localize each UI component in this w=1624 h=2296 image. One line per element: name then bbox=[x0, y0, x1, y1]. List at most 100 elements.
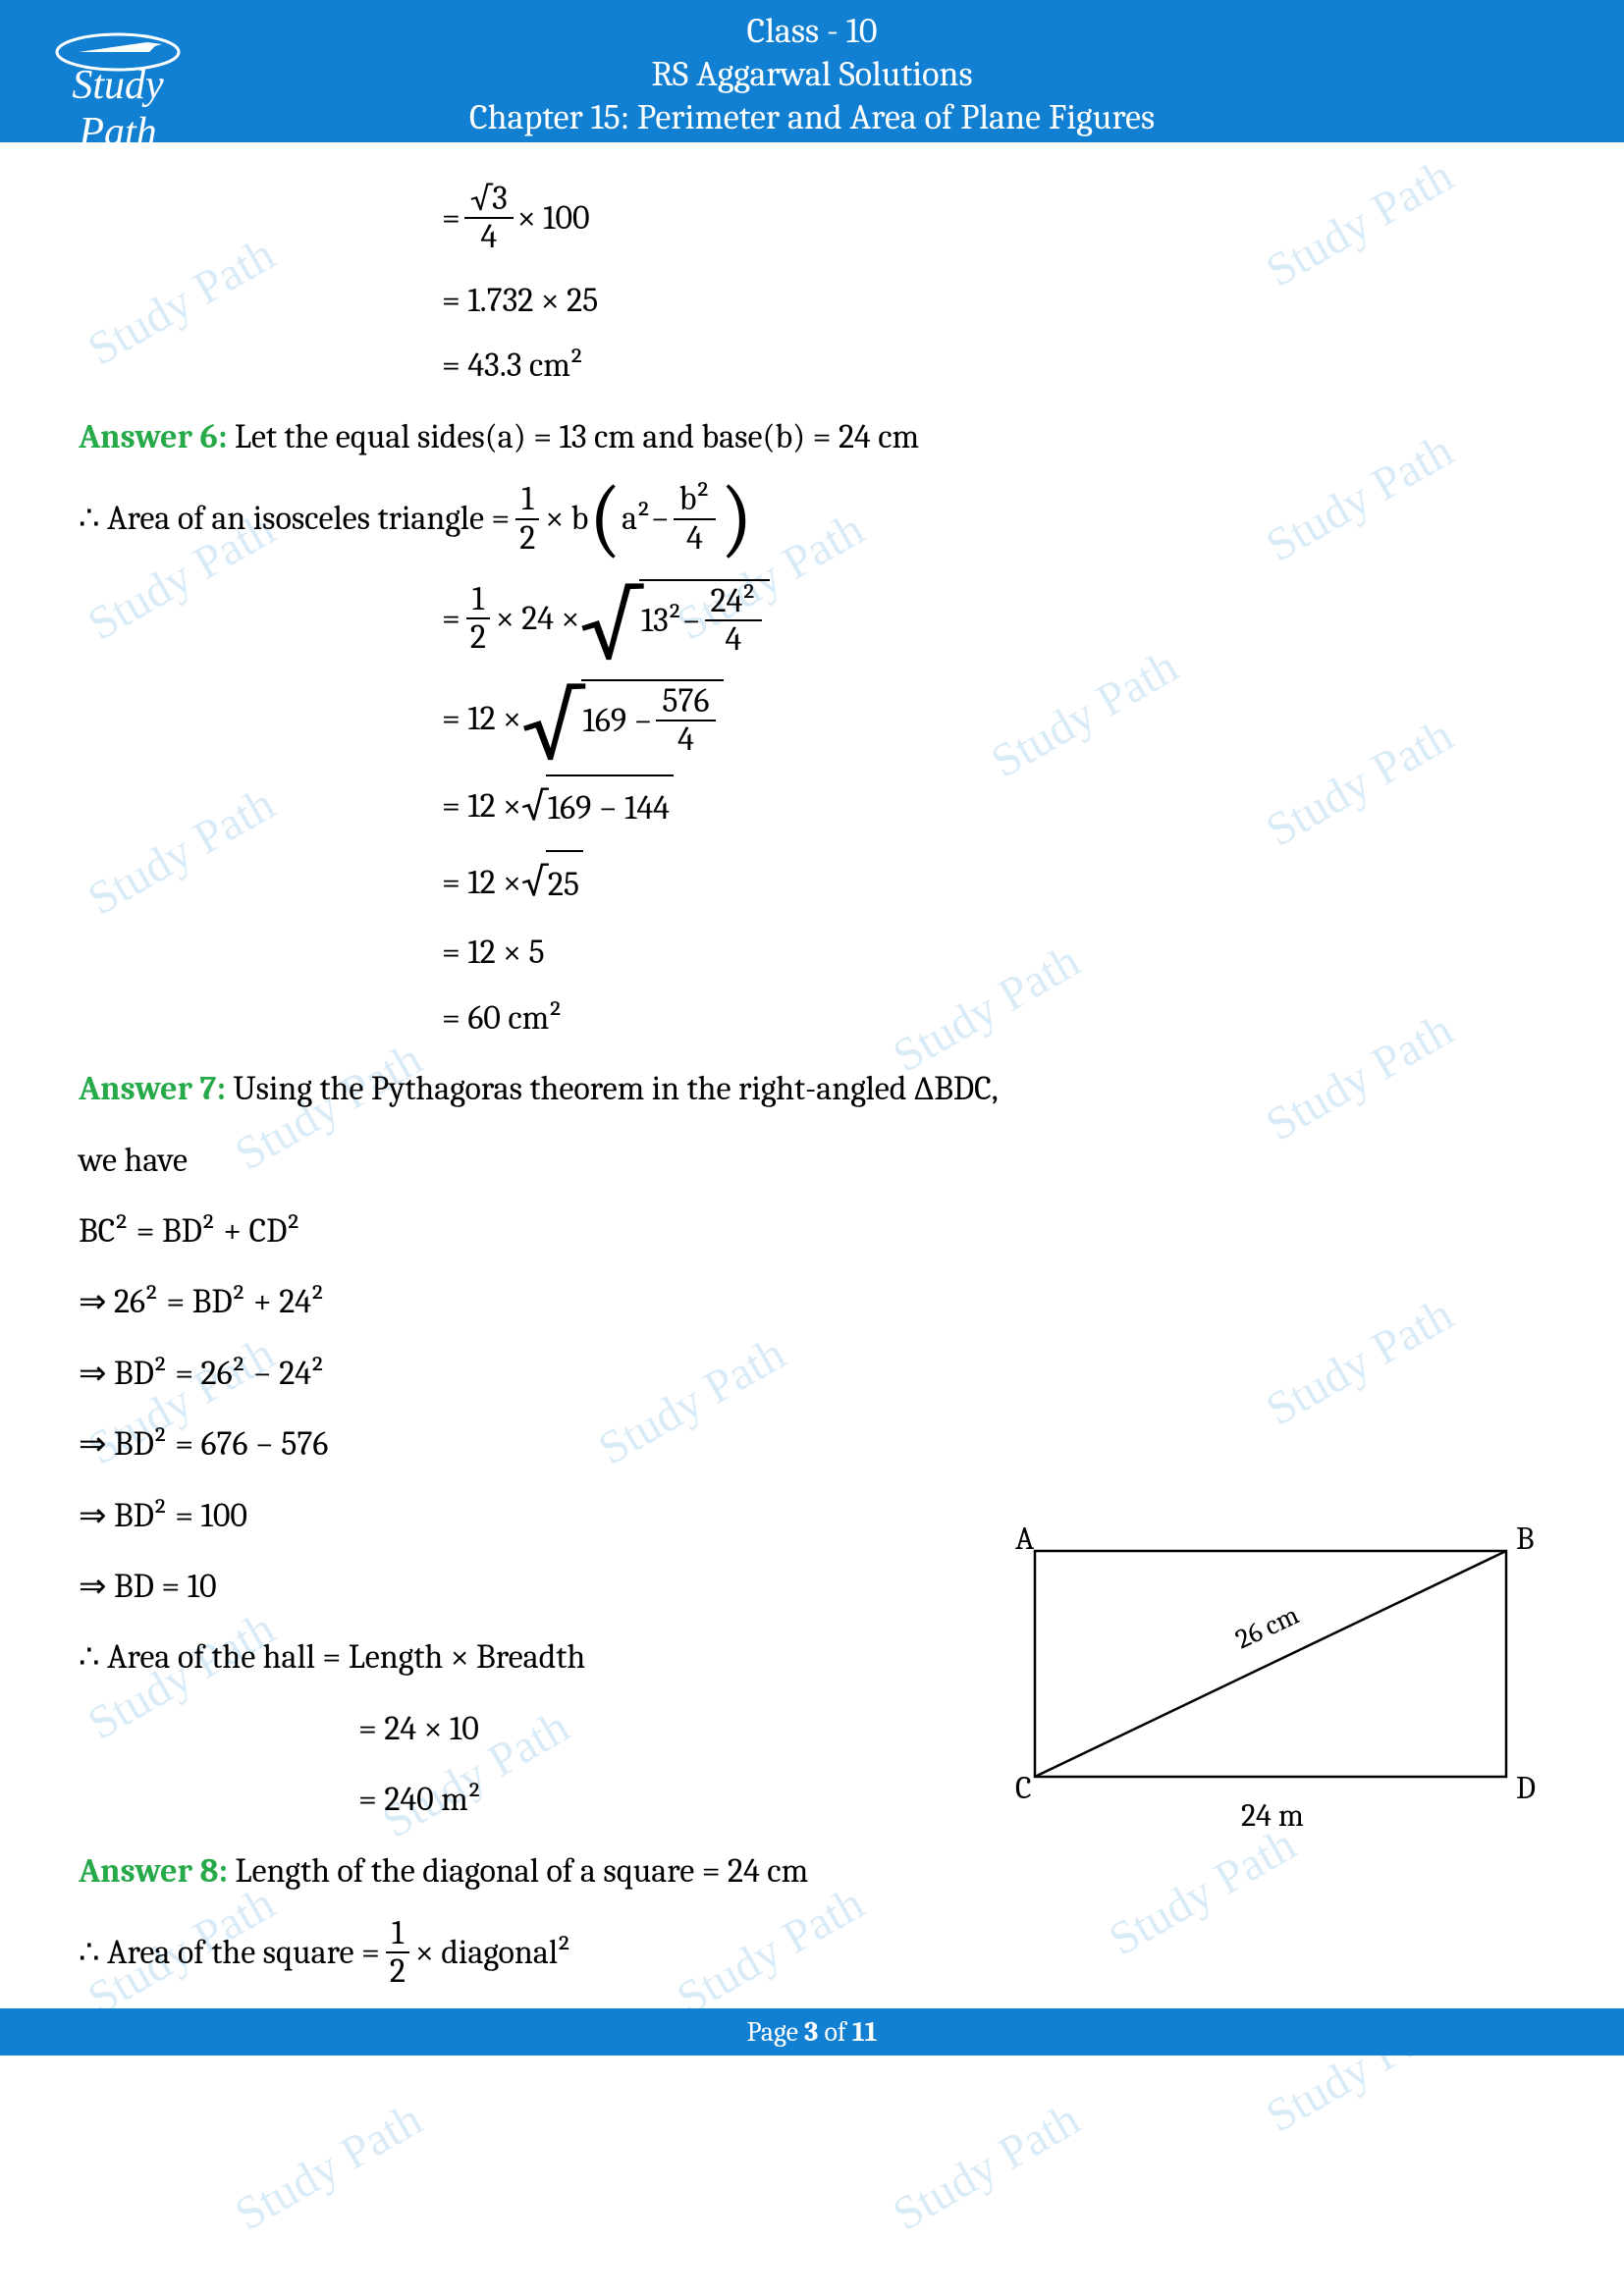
denominator: 2 bbox=[464, 619, 492, 656]
math-step: = 12 × 5 bbox=[442, 926, 1545, 979]
eq-text: − bbox=[651, 492, 670, 545]
watermark: Study Path bbox=[884, 2092, 1089, 2241]
fraction: 576 4 bbox=[656, 683, 715, 759]
sqrt: √ 25 bbox=[521, 850, 583, 914]
eq-text: × 24 × bbox=[496, 592, 579, 645]
eq-text: = 12 × bbox=[442, 779, 521, 832]
sqrt-body: 169 − 144 bbox=[546, 774, 674, 838]
answer7-body: we have BC² = BD² + CD² ⇒ 26² = BD² + 24… bbox=[79, 1134, 864, 1827]
eq-text: − bbox=[682, 594, 701, 647]
eq-text: = 12 × bbox=[442, 856, 521, 909]
sqrt-sign-icon: √ bbox=[521, 850, 548, 914]
logo-pen-icon bbox=[49, 25, 187, 74]
answer5-steps: = √3 4 × 100 = 1.732 × 25 = 43.3 cm² bbox=[442, 174, 1545, 393]
rectangle-diagram: A B C D 26 cm 24 m bbox=[996, 1522, 1545, 1855]
formula-suffix: × diagonal² bbox=[415, 1926, 571, 1979]
formula-prefix: ∴ Area of the square = bbox=[79, 1926, 380, 1979]
denominator: 2 bbox=[514, 520, 541, 557]
math-step: = 12 × √ 169 − 576 4 bbox=[442, 674, 1545, 763]
denominator: 2 bbox=[384, 1953, 411, 1990]
sqrt-sign-icon: √ bbox=[521, 693, 583, 759]
vertex-C: C bbox=[1015, 1770, 1032, 1806]
denominator: 4 bbox=[672, 721, 700, 758]
eq-text: a² bbox=[622, 492, 651, 545]
math-step: = 12 × √ 25 bbox=[442, 850, 1545, 914]
denominator: 4 bbox=[474, 219, 503, 255]
vertex-B: B bbox=[1516, 1522, 1535, 1557]
vertex-D: D bbox=[1516, 1770, 1536, 1806]
page-footer: Page 3 of 11 bbox=[0, 2008, 1624, 2056]
watermark: Study Path bbox=[226, 2092, 431, 2241]
footer-current-page: 3 bbox=[804, 2016, 818, 2048]
sqrt-sign-icon: √ bbox=[579, 593, 641, 659]
sqrt: √ 169 − 144 bbox=[521, 774, 674, 838]
numerator: 24² bbox=[705, 583, 763, 621]
denominator: 4 bbox=[680, 520, 709, 557]
header-book: RS Aggarwal Solutions bbox=[0, 53, 1624, 96]
math-step: ⇒ BD² = 676 − 576 bbox=[79, 1417, 864, 1470]
numerator: 1 bbox=[386, 1915, 409, 1953]
sqrt: √ 13² − 24² 4 bbox=[579, 579, 770, 659]
answer6-formula: ∴ Area of an isosceles triangle = 1 2 × … bbox=[79, 481, 1545, 557]
logo: Study Path bbox=[29, 25, 206, 113]
answer7-intro2: we have bbox=[79, 1134, 864, 1187]
page-header: Study Path Class - 10 RS Aggarwal Soluti… bbox=[0, 0, 1624, 142]
answer-label: Answer 6: bbox=[79, 417, 227, 456]
diagonal-line bbox=[1035, 1551, 1506, 1777]
math-step: = √3 4 × 100 bbox=[442, 174, 1545, 262]
math-step: BC² = BD² + CD² bbox=[79, 1204, 864, 1257]
math-step: = 60 cm² bbox=[442, 991, 1545, 1044]
numerator: √3 bbox=[464, 181, 514, 219]
answer-label: Answer 7: bbox=[79, 1069, 226, 1108]
formula-prefix: ∴ Area of an isosceles triangle = bbox=[79, 492, 510, 545]
paren-open: ( bbox=[588, 493, 622, 545]
math-step: = 24 × 10 bbox=[358, 1702, 864, 1755]
math-step: ∴ Area of the hall = Length × Breadth bbox=[79, 1630, 864, 1683]
math-step: ⇒ BD² = 26² − 24² bbox=[79, 1347, 864, 1400]
math-step: = 1.732 × 25 bbox=[442, 274, 1545, 327]
eq-text: × 100 bbox=[517, 191, 590, 244]
math-step: = 240 m² bbox=[358, 1773, 864, 1826]
eq-text: = bbox=[442, 191, 460, 244]
sqrt-body: 25 bbox=[546, 850, 583, 914]
base-label: 24 m bbox=[1241, 1797, 1304, 1834]
fraction: √3 4 bbox=[464, 181, 514, 256]
math-step: = 12 × √ 169 − 144 bbox=[442, 774, 1545, 838]
vertex-A: A bbox=[1015, 1522, 1035, 1557]
answer6-steps: = 1 2 × 24 × √ 13² − 24² 4 = 12 × bbox=[442, 574, 1545, 1044]
eq-text: 13² bbox=[641, 594, 682, 647]
answer8-formula: ∴ Area of the square = 1 2 × diagonal² bbox=[79, 1915, 1545, 1991]
footer-total-pages: 11 bbox=[852, 2016, 878, 2048]
paren-close: ) bbox=[720, 493, 753, 545]
fraction: 1 2 bbox=[514, 481, 541, 557]
diagonal-label: 26 cm bbox=[1230, 1599, 1304, 1655]
answer8-intro-text: Length of the diagonal of a square = 24 … bbox=[228, 1851, 808, 1891]
eq-text: × b bbox=[545, 492, 588, 545]
answer6-intro: Answer 6: Let the equal sides(a) = 13 cm… bbox=[79, 410, 1545, 463]
eq-text: 169 − bbox=[583, 694, 653, 747]
math-step: ⇒ 26² = BD² + 24² bbox=[79, 1275, 864, 1328]
footer-mid: of bbox=[818, 2016, 852, 2048]
numerator: 576 bbox=[656, 683, 715, 721]
fraction: b² 4 bbox=[674, 481, 717, 557]
eq-text: = 12 × bbox=[442, 692, 521, 745]
math-step: ⇒ BD² = 100 bbox=[79, 1489, 864, 1542]
fraction: 1 2 bbox=[464, 581, 492, 657]
numerator: 1 bbox=[515, 481, 539, 519]
sqrt-sign-icon: √ bbox=[521, 774, 548, 838]
math-step: = 1 2 × 24 × √ 13² − 24² 4 bbox=[442, 574, 1545, 663]
math-step: ⇒ BD = 10 bbox=[79, 1560, 864, 1613]
fraction: 24² 4 bbox=[705, 583, 763, 659]
answer7-intro: Answer 7: Using the Pythagoras theorem i… bbox=[79, 1062, 1545, 1115]
numerator: 1 bbox=[466, 581, 490, 619]
header-class: Class - 10 bbox=[0, 10, 1624, 53]
eq-text: = bbox=[442, 592, 460, 645]
denominator: 4 bbox=[719, 621, 747, 658]
answer7-intro-text: Using the Pythagoras theorem in the righ… bbox=[226, 1069, 999, 1108]
footer-prefix: Page bbox=[747, 2016, 805, 2048]
header-chapter: Chapter 15: Perimeter and Area of Plane … bbox=[0, 96, 1624, 139]
numerator: b² bbox=[674, 481, 717, 519]
sqrt: √ 169 − 576 4 bbox=[521, 679, 724, 759]
math-step: = 43.3 cm² bbox=[442, 339, 1545, 392]
fraction: 1 2 bbox=[384, 1915, 411, 1991]
